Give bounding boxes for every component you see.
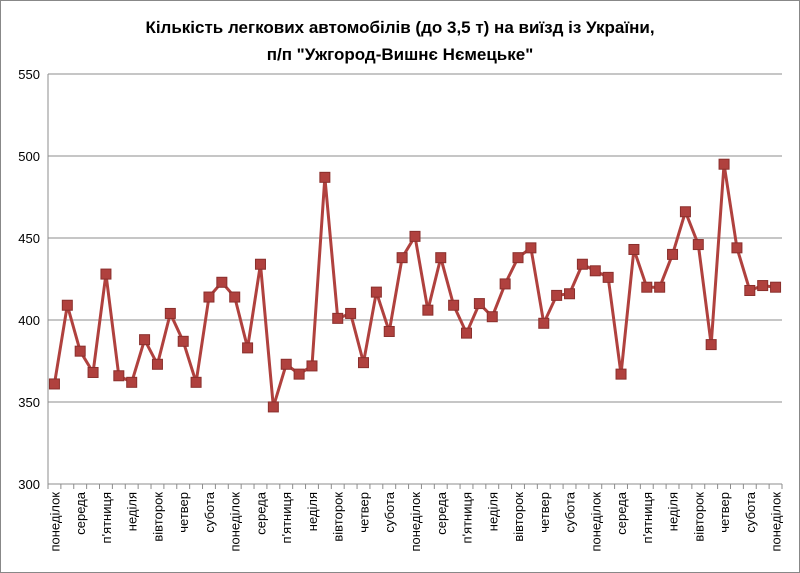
x-tick-label: п'ятниця (640, 492, 655, 543)
marker (164, 307, 176, 319)
marker (396, 252, 408, 264)
marker (744, 284, 756, 296)
chart-title: п/п "Ужгород-Вишнє Нємецьке" (267, 45, 534, 64)
marker (345, 307, 357, 319)
marker (74, 345, 86, 357)
marker (551, 289, 563, 301)
marker (100, 268, 112, 280)
marker (757, 280, 769, 292)
marker (448, 299, 460, 311)
marker (306, 360, 318, 372)
marker (654, 281, 666, 293)
marker (589, 265, 601, 277)
x-tick-label: п'ятниця (279, 492, 294, 543)
marker (705, 339, 717, 351)
x-tick-label: п'ятниця (460, 492, 475, 543)
y-tick-label: 450 (18, 231, 40, 246)
marker (525, 242, 537, 254)
marker (383, 325, 395, 337)
marker (280, 358, 292, 370)
marker (615, 368, 627, 380)
marker (679, 206, 691, 218)
marker (216, 276, 228, 288)
marker (538, 317, 550, 329)
marker (242, 342, 254, 354)
x-tick-label: неділя (666, 492, 681, 531)
marker (254, 258, 266, 270)
marker (190, 376, 202, 388)
x-tick-label: субота (743, 491, 758, 532)
marker (87, 366, 99, 378)
chart-title: Кількість легкових автомобілів (до 3,5 т… (145, 18, 654, 37)
marker (576, 258, 588, 270)
marker (731, 242, 743, 254)
marker (486, 311, 498, 323)
x-tick-label: четвер (717, 492, 732, 533)
marker (319, 171, 331, 183)
marker (602, 271, 614, 283)
x-tick-label: субота (382, 491, 397, 532)
marker (692, 239, 704, 251)
marker (499, 278, 511, 290)
x-tick-label: четвер (356, 492, 371, 533)
marker (229, 291, 241, 303)
x-tick-label: четвер (537, 492, 552, 533)
y-tick-label: 300 (18, 477, 40, 492)
x-tick-label: п'ятниця (99, 492, 114, 543)
x-tick-label: субота (202, 491, 217, 532)
marker (718, 158, 730, 170)
x-tick-label: неділя (485, 492, 500, 531)
x-tick-label: четвер (176, 492, 191, 533)
marker (151, 358, 163, 370)
marker (770, 281, 782, 293)
y-tick-label: 500 (18, 149, 40, 164)
x-tick-label: середа (253, 491, 268, 534)
marker (667, 248, 679, 260)
marker (139, 334, 151, 346)
marker (293, 368, 305, 380)
marker (409, 230, 421, 242)
marker (564, 288, 576, 300)
x-tick-label: неділя (125, 492, 140, 531)
marker (332, 312, 344, 324)
y-tick-label: 400 (18, 313, 40, 328)
marker (512, 252, 524, 264)
y-tick-label: 350 (18, 395, 40, 410)
marker (61, 299, 73, 311)
marker (370, 286, 382, 298)
x-tick-label: понеділок (588, 492, 603, 552)
x-tick-label: середа (614, 491, 629, 534)
marker (473, 298, 485, 310)
x-tick-label: понеділок (47, 492, 62, 552)
marker (435, 252, 447, 264)
x-tick-label: вівторок (331, 492, 346, 542)
x-tick-label: середа (434, 491, 449, 534)
x-tick-label: понеділок (408, 492, 423, 552)
x-tick-label: вівторок (691, 492, 706, 542)
marker (422, 304, 434, 316)
marker (641, 281, 653, 293)
x-tick-label: вівторок (511, 492, 526, 542)
marker (628, 243, 640, 255)
marker (177, 335, 189, 347)
x-tick-label: середа (73, 491, 88, 534)
x-tick-label: понеділок (769, 492, 784, 552)
marker (461, 327, 473, 339)
marker (267, 401, 279, 413)
marker (48, 378, 60, 390)
marker (126, 376, 138, 388)
marker (113, 370, 125, 382)
x-tick-label: неділя (305, 492, 320, 531)
x-tick-label: понеділок (228, 492, 243, 552)
marker (357, 357, 369, 369)
marker (203, 291, 215, 303)
x-tick-label: субота (563, 491, 578, 532)
y-tick-label: 550 (18, 67, 40, 82)
x-tick-label: вівторок (150, 492, 165, 542)
